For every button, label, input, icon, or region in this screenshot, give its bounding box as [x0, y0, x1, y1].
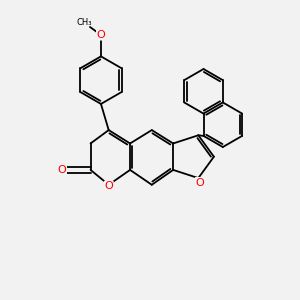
Text: CH₃: CH₃: [77, 18, 92, 27]
Text: O: O: [97, 30, 105, 40]
Text: O: O: [104, 181, 113, 191]
Text: O: O: [196, 178, 204, 188]
Text: O: O: [58, 165, 66, 175]
